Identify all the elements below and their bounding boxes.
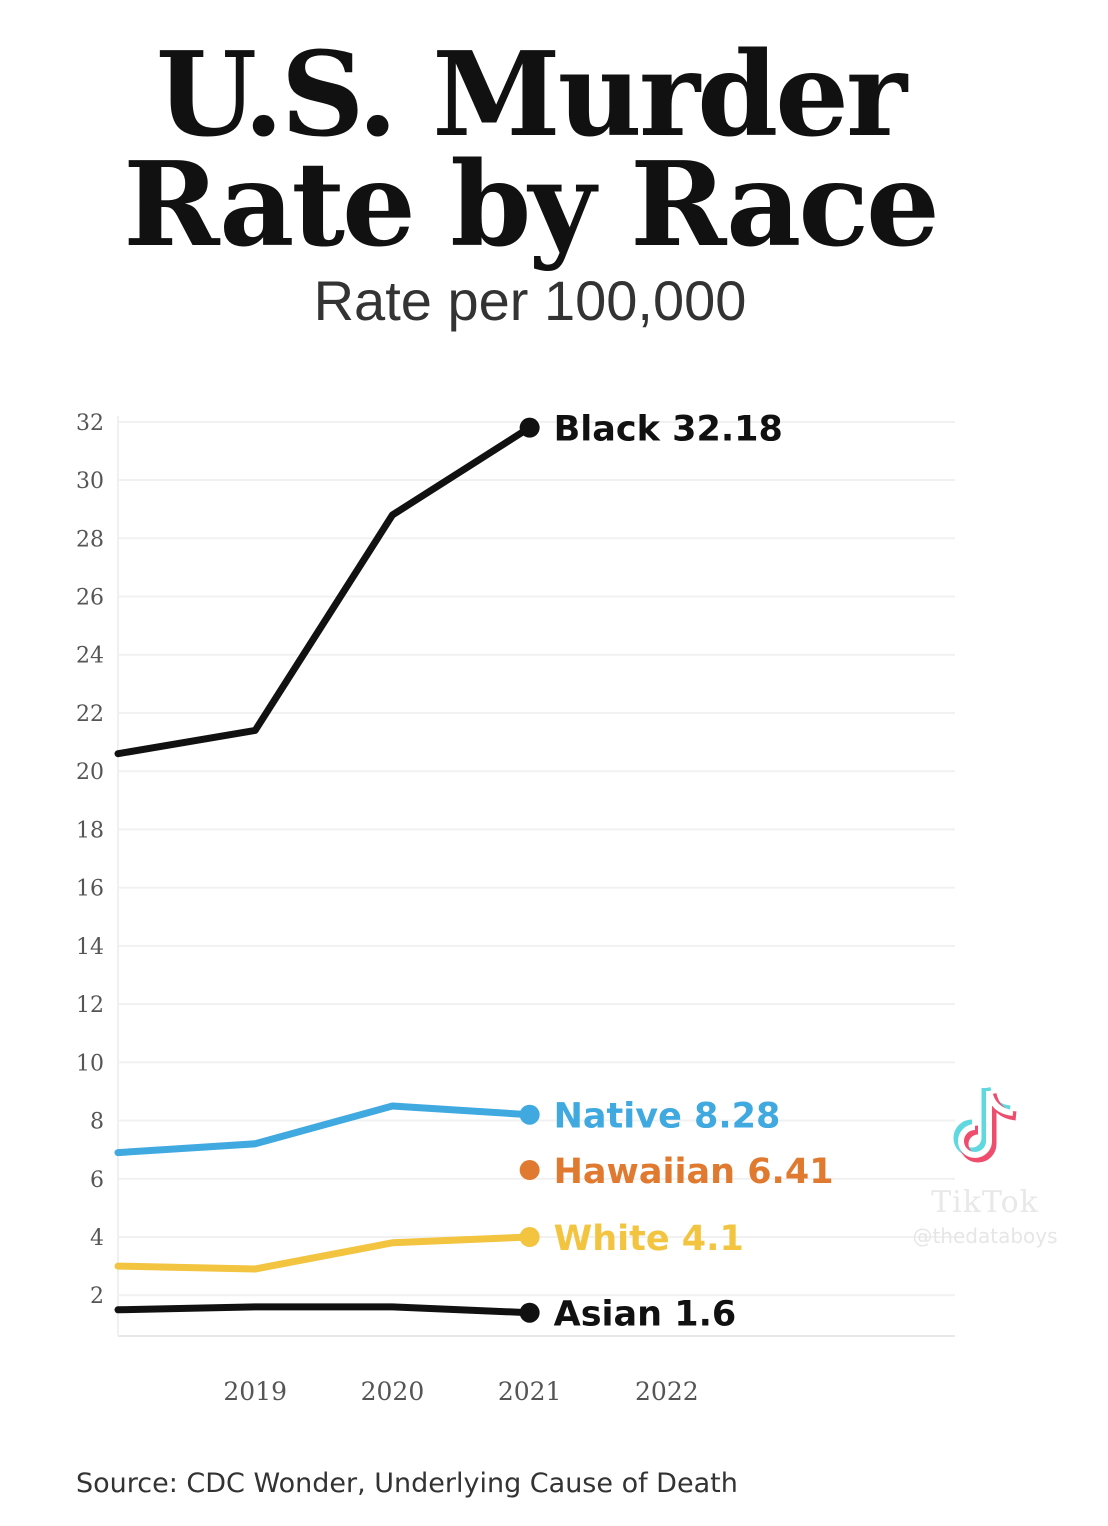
y-tick-22: 22: [76, 702, 104, 727]
series-end-point-hawaiian: [519, 1160, 540, 1181]
series-label-black: Black 32.18: [554, 410, 783, 450]
x-tick-2020: 2020: [361, 1377, 425, 1406]
series-end-point-white: [519, 1227, 540, 1248]
y-tick-18: 18: [76, 818, 104, 843]
title-line-1: U.S. Murder: [155, 27, 907, 163]
y-tick-8: 8: [90, 1110, 104, 1135]
title-line-2: Rate by Race: [123, 137, 940, 273]
series-labels: Black 32.18 Native 8.28 Hawaiian 6.41 White…: [554, 410, 834, 1335]
series-end-point-asian: [519, 1302, 540, 1323]
y-tick-2: 2: [90, 1284, 104, 1309]
creator-handle: @thedataboys: [912, 1224, 1058, 1248]
chart-subtitle: Rate per 100,000: [313, 269, 747, 332]
series-end-point-black: [519, 417, 540, 438]
tiktok-brand: TikTok: [931, 1185, 1039, 1220]
y-tick-28: 28: [76, 527, 104, 552]
y-tick-6: 6: [90, 1168, 104, 1193]
y-tick-10: 10: [76, 1051, 104, 1076]
x-axis: 2019 2020 2021 2022: [223, 1377, 698, 1406]
y-tick-16: 16: [76, 877, 104, 902]
source-note: Source: CDC Wonder, Underlying Cause of …: [76, 1468, 738, 1499]
tiktok-note-icon: [953, 1086, 1017, 1163]
series-label-hawaiian: Hawaiian 6.41: [554, 1152, 834, 1192]
y-tick-14: 14: [76, 935, 104, 960]
series-line-white: [114, 1233, 534, 1273]
y-tick-24: 24: [76, 644, 104, 669]
x-tick-2022: 2022: [635, 1377, 699, 1406]
y-tick-4: 4: [90, 1226, 104, 1251]
grid-lines: [117, 416, 955, 1337]
series-lines: [114, 417, 540, 1323]
chart-title: U.S. Murder Rate by Race: [0, 27, 1060, 273]
y-tick-30: 30: [76, 469, 104, 494]
y-tick-20: 20: [76, 760, 104, 785]
tiktok-watermark: TikTok @thedataboys: [870, 1085, 1100, 1248]
series-line-native: [114, 1102, 534, 1157]
series-label-native: Native 8.28: [554, 1097, 781, 1137]
series-line-asian: [114, 1303, 534, 1317]
x-tick-2019: 2019: [223, 1377, 287, 1406]
series-label-white: White 4.1: [554, 1219, 744, 1259]
y-tick-12: 12: [76, 993, 104, 1018]
y-tick-32: 32: [76, 411, 104, 436]
x-tick-2021: 2021: [498, 1377, 562, 1406]
y-tick-26: 26: [76, 586, 104, 611]
series-line-black: [114, 424, 534, 758]
series-label-asian: Asian 1.6: [554, 1295, 737, 1335]
series-end-point-native: [519, 1104, 540, 1125]
